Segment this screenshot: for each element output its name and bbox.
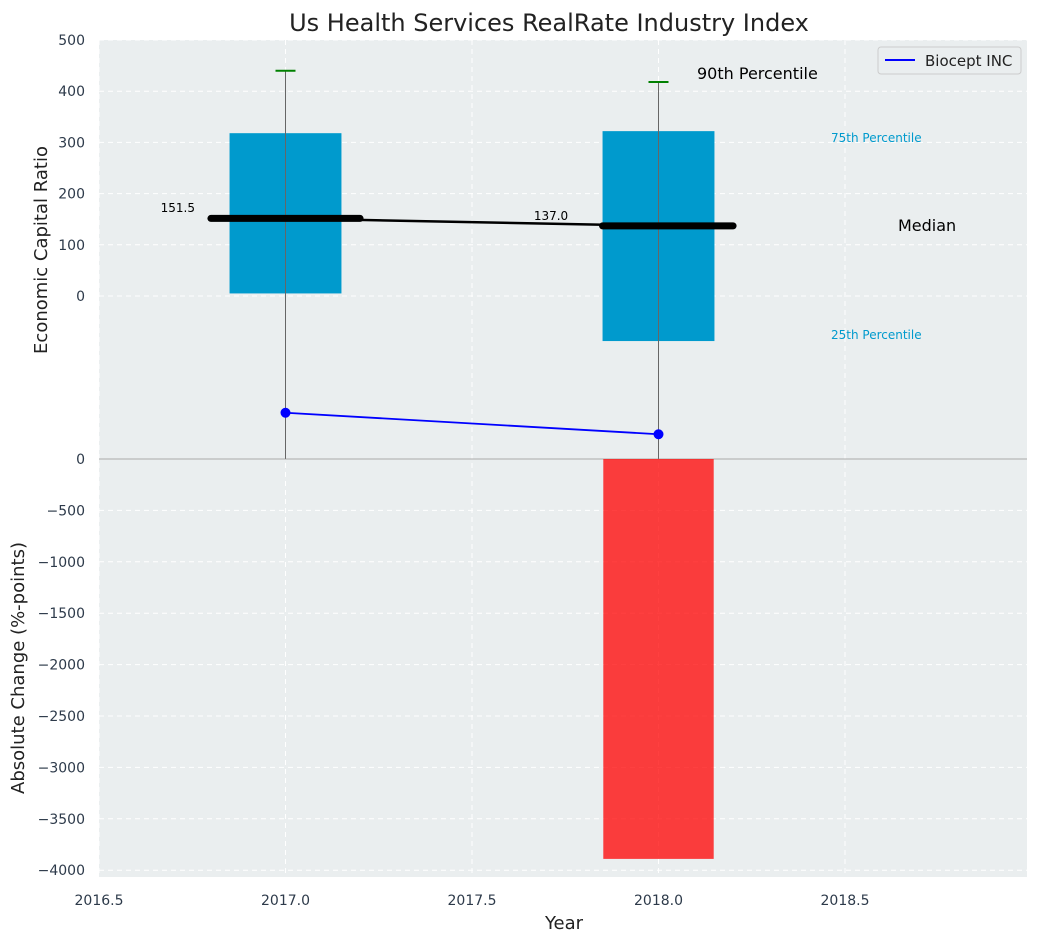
- median-label: 151.5: [161, 201, 195, 215]
- x-tick-label: 2018.5: [821, 893, 870, 909]
- bottom-y-axis-label: Absolute Change (%-points): [8, 542, 29, 794]
- bottom-y-tick-label: −1000: [38, 555, 85, 571]
- bottom-y-tick-label: 0: [76, 452, 85, 468]
- x-tick-label: 2017.5: [448, 893, 497, 909]
- top-y-tick-label: 300: [58, 135, 85, 151]
- top-y-tick-label: 100: [58, 238, 85, 254]
- bottom-y-tick-label: −2000: [38, 658, 85, 674]
- series-line-biocept: [285, 411, 659, 436]
- legend: Biocept INC: [877, 46, 1022, 75]
- annotation-p90: 90th Percentile: [697, 64, 818, 83]
- series-point-biocept: [280, 407, 291, 418]
- top-y-axis-label: Economic Capital Ratio: [31, 146, 52, 354]
- median-label: 137.0: [534, 209, 568, 223]
- change-bar: [603, 459, 714, 859]
- bottom-y-tick-label: −500: [47, 503, 85, 519]
- bottom-y-tick-label: −1500: [38, 606, 85, 622]
- x-tick-label: 2016.5: [75, 893, 124, 909]
- bottom-y-tick-label: −4000: [38, 863, 85, 879]
- bottom-y-tick-label: −3500: [38, 812, 85, 828]
- top-y-tick-label: 500: [58, 33, 85, 49]
- bottom-y-tick-label: −3000: [38, 760, 85, 776]
- chart-title: Us Health Services RealRate Industry Ind…: [289, 9, 809, 37]
- legend-box: [877, 46, 1022, 75]
- bottom-y-tick-label: −2500: [38, 709, 85, 725]
- annotation-p75: 75th Percentile: [831, 131, 922, 145]
- x-tick-label: 2017.0: [261, 893, 310, 909]
- series-point-biocept: [653, 429, 664, 440]
- top-y-tick-label: 0: [76, 289, 85, 305]
- annotation-p25: 25th Percentile: [831, 328, 922, 342]
- x-tick-label: 2018.0: [634, 893, 683, 909]
- annotation-median: Median: [898, 216, 956, 235]
- x-axis-label: Year: [544, 913, 584, 934]
- top-y-tick-label: 200: [58, 187, 85, 203]
- top-y-tick-label: 400: [58, 84, 85, 100]
- legend-label: Biocept INC: [925, 52, 1012, 70]
